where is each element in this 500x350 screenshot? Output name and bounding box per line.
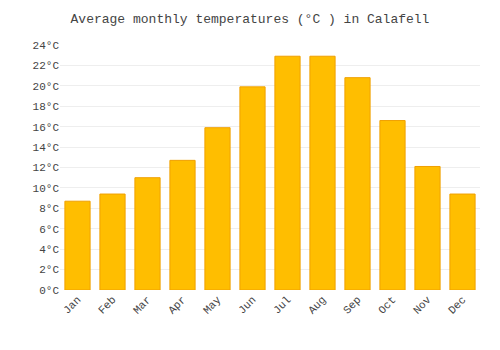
svg-text:Oct: Oct	[376, 294, 398, 316]
svg-text:16°C: 16°C	[33, 122, 60, 134]
svg-text:14°C: 14°C	[33, 142, 60, 154]
svg-text:22°C: 22°C	[33, 60, 60, 72]
svg-text:Nov: Nov	[411, 294, 434, 317]
svg-text:Apr: Apr	[166, 294, 188, 316]
svg-text:Feb: Feb	[96, 294, 118, 316]
svg-text:6°C: 6°C	[39, 224, 59, 236]
svg-text:24°C: 24°C	[33, 40, 60, 52]
svg-text:Sep: Sep	[341, 294, 363, 316]
svg-text:Jun: Jun	[236, 294, 258, 316]
svg-text:Aug: Aug	[306, 294, 328, 316]
svg-text:Jul: Jul	[271, 294, 293, 316]
svg-text:4°C: 4°C	[39, 244, 59, 256]
svg-text:0°C: 0°C	[39, 285, 59, 297]
svg-text:May: May	[201, 294, 224, 317]
svg-text:18°C: 18°C	[33, 101, 60, 113]
svg-text:8°C: 8°C	[39, 203, 59, 215]
svg-text:Jan: Jan	[61, 294, 83, 316]
svg-text:20°C: 20°C	[33, 81, 60, 93]
svg-text:2°C: 2°C	[39, 264, 59, 276]
svg-text:Mar: Mar	[131, 294, 153, 316]
svg-text:10°C: 10°C	[33, 183, 60, 195]
svg-text:Average monthly temperatures (: Average monthly temperatures (°C ) in Ca…	[71, 12, 430, 27]
svg-text:12°C: 12°C	[33, 162, 60, 174]
svg-text:Dec: Dec	[446, 294, 468, 316]
